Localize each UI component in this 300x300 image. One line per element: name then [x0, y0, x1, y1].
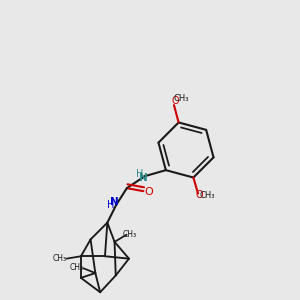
Text: N: N: [110, 197, 119, 207]
Text: CH₃: CH₃: [200, 191, 215, 200]
Text: CH₃: CH₃: [174, 94, 189, 103]
Text: N: N: [139, 173, 148, 183]
Text: H: H: [107, 200, 115, 210]
Text: O: O: [172, 97, 179, 106]
Text: O: O: [144, 187, 153, 197]
Text: O: O: [196, 190, 203, 200]
Text: CH₃: CH₃: [70, 263, 84, 272]
Text: CH₃: CH₃: [123, 230, 137, 238]
Text: CH₃: CH₃: [53, 254, 67, 262]
Text: H: H: [136, 169, 143, 179]
